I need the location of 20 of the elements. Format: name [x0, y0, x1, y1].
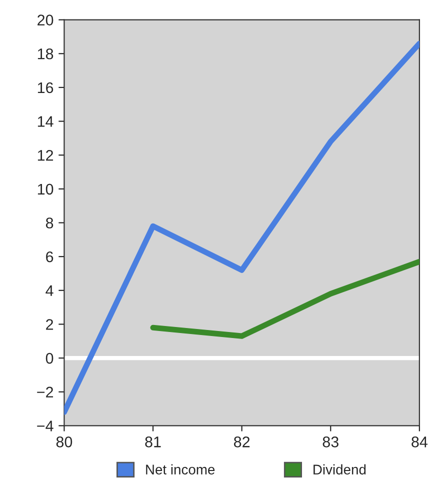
x-tick-label: 83	[322, 436, 338, 448]
y-tick-label: 0	[46, 352, 54, 364]
y-tick-label: 6	[46, 251, 54, 262]
y-tick-label: −2	[37, 386, 54, 398]
y-tick-label: 16	[38, 82, 54, 94]
y-tick-label: −4	[37, 420, 54, 432]
x-tick-label: 82	[234, 436, 250, 448]
legend-label: Net income	[146, 464, 215, 474]
y-tick-label: 12	[38, 150, 54, 161]
x-tick-label: 81	[145, 436, 161, 448]
y-tick-label: 4	[46, 285, 54, 296]
x-tick-label: 84	[412, 436, 428, 448]
legend-label: Dividend	[314, 464, 366, 474]
y-tick-label: 8	[46, 218, 54, 228]
y-tick-label: 18	[38, 48, 54, 60]
y-tick-label: 2	[46, 319, 54, 330]
y-tick-label: 14	[38, 116, 54, 127]
y-tick-label: 20	[38, 14, 54, 26]
x-tick-label: 80	[56, 436, 72, 448]
y-tick-label: 10	[38, 184, 54, 195]
